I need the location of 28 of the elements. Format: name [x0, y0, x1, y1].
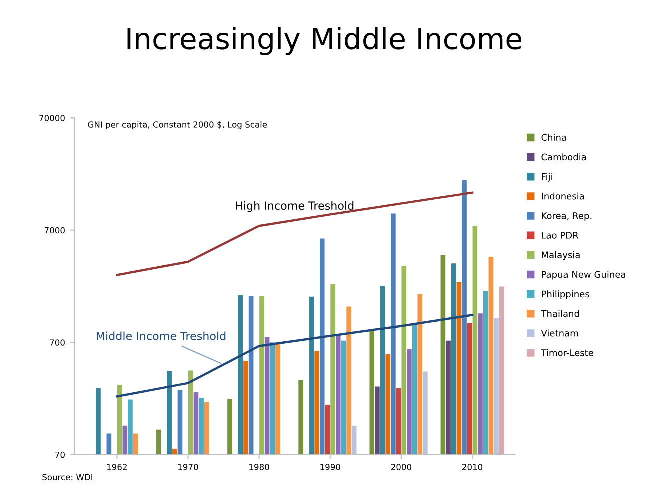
legend-label: Vietnam	[541, 330, 578, 337]
x-tick-label: 1962	[107, 464, 127, 470]
x-tick-label: 1970	[178, 464, 198, 470]
y-tick-label: 70000	[40, 115, 65, 122]
legend-label: Malaysia	[542, 252, 580, 260]
legend-label: Papua New Guinea	[542, 271, 626, 280]
line-series	[116, 192, 474, 276]
x-tick-label: 1990	[320, 464, 340, 470]
chart-title: Increasingly Middle Income	[128, 27, 522, 56]
legend-label: Timor-Leste	[541, 349, 594, 356]
legend-label: China	[542, 134, 566, 142]
x-tick-label: 2000	[391, 464, 412, 470]
legend-label: Fiji	[542, 173, 552, 182]
series-label: High Income Treshold	[236, 201, 354, 212]
annotation: GNI per capita, Constant 2000 $, Log Scale	[88, 121, 268, 130]
y-tick-label: 70	[56, 452, 65, 458]
source-note: Source: WDI	[42, 474, 92, 480]
legend-label: Thailand	[541, 310, 580, 318]
legend-label: Indonesia	[542, 192, 584, 200]
legend-label: Korea, Rep.	[542, 212, 592, 222]
x-tick-label: 1980	[250, 464, 270, 470]
x-tick-label: 2010	[462, 464, 483, 470]
series-label: Middle Income Treshold	[96, 332, 226, 340]
legend-label: Cambodia	[542, 154, 586, 161]
y-tick-label: 700	[50, 340, 65, 346]
legend-label: Philippines	[542, 290, 590, 300]
y-tick-label: 7000	[44, 227, 65, 234]
legend-label: Lao PDR	[542, 232, 579, 239]
